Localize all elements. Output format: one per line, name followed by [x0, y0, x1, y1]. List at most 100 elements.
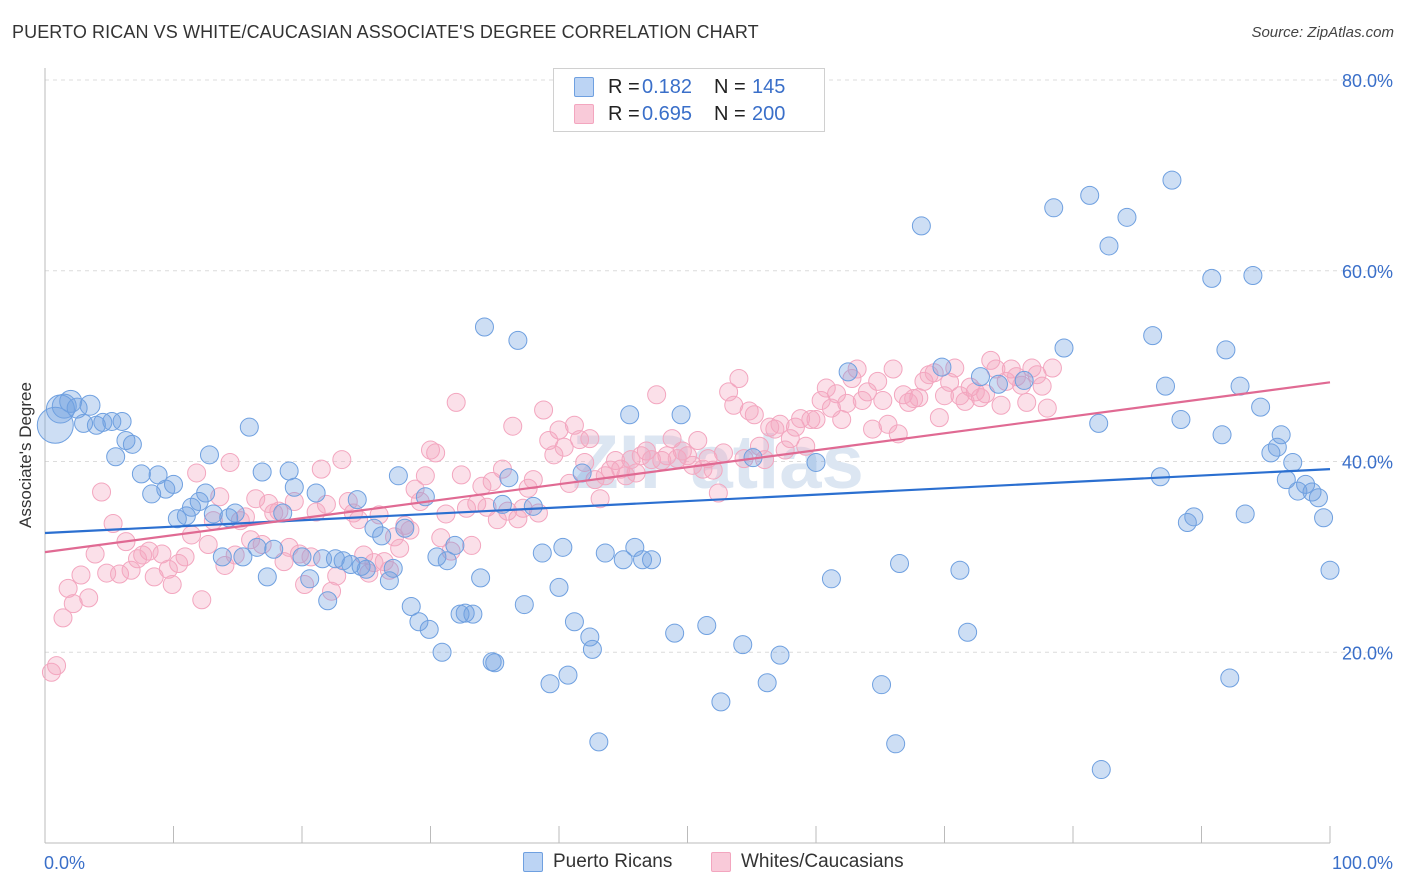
- bottom-legend-whites: Whites/Caucasians: [711, 851, 904, 873]
- data-point-whites: [729, 369, 749, 389]
- data-point-puerto-ricans: [372, 526, 392, 546]
- data-point-whites: [162, 575, 182, 595]
- data-point-puerto-ricans: [122, 434, 142, 454]
- data-point-puerto-ricans: [1267, 437, 1287, 457]
- data-point-whites: [175, 547, 195, 567]
- data-point-whites: [688, 431, 708, 451]
- x-tick-label: 0.0%: [44, 853, 85, 873]
- data-point-puerto-ricans: [1216, 340, 1236, 360]
- data-point-puerto-ricans: [595, 543, 615, 563]
- data-point-puerto-ricans: [1117, 207, 1137, 227]
- data-point-whites: [198, 534, 218, 554]
- data-point-puerto-ricans: [564, 612, 584, 632]
- data-point-puerto-ricans: [252, 462, 272, 482]
- data-point-puerto-ricans: [347, 490, 367, 510]
- data-point-puerto-ricans: [1314, 508, 1334, 528]
- data-point-puerto-ricans: [911, 216, 931, 236]
- data-point-whites: [128, 549, 148, 569]
- data-point-whites: [390, 538, 410, 558]
- data-point-puerto-ricans: [589, 732, 609, 752]
- data-point-whites: [780, 429, 800, 449]
- data-point-puerto-ricans: [131, 464, 151, 484]
- stats-legend: R = 0.182 N = 145 R = 0.695 N = 200: [553, 68, 825, 132]
- data-point-whites: [564, 415, 584, 435]
- data-point-whites: [47, 656, 67, 676]
- data-point-whites: [801, 410, 821, 430]
- data-point-whites: [354, 545, 374, 565]
- data-point-puerto-ricans: [1143, 326, 1163, 346]
- data-point-puerto-ricans: [247, 537, 267, 557]
- data-point-whites: [192, 590, 212, 610]
- trend-lines: [44, 381, 1331, 554]
- data-point-puerto-ricans: [553, 537, 573, 557]
- y-tick-label: 60.0%: [1342, 262, 1393, 282]
- data-point-puerto-ricans: [485, 653, 505, 673]
- data-point-whites: [289, 544, 309, 564]
- data-point-whites: [187, 463, 207, 483]
- legend-n-label: N =: [714, 75, 746, 98]
- data-point-puerto-ricans: [59, 389, 83, 413]
- data-point-puerto-ricans: [770, 645, 790, 665]
- data-point-puerto-ricans: [292, 547, 312, 567]
- data-point-whites: [426, 443, 446, 463]
- data-point-puerto-ricans: [1271, 425, 1291, 445]
- data-point-whites: [647, 385, 667, 405]
- data-point-whites: [739, 401, 759, 421]
- legend-row-whites: R = 0.695 N = 200: [574, 102, 785, 126]
- data-point-whites: [220, 452, 240, 472]
- data-point-puerto-ricans: [306, 483, 326, 503]
- data-point-whites: [703, 460, 723, 480]
- data-point-whites: [210, 487, 230, 507]
- data-point-whites: [53, 608, 73, 628]
- data-point-puerto-ricans: [697, 616, 717, 636]
- data-point-puerto-ricans: [580, 627, 600, 647]
- legend-n-value: 145: [752, 75, 786, 98]
- data-point-whites: [863, 419, 883, 439]
- data-point-puerto-ricans: [549, 577, 569, 597]
- data-point-puerto-ricans: [379, 571, 399, 591]
- data-point-whites: [976, 384, 996, 404]
- data-point-puerto-ricans: [437, 551, 457, 571]
- data-point-puerto-ricans: [1296, 474, 1316, 494]
- data-point-whites: [181, 525, 201, 545]
- data-point-whites: [85, 544, 105, 564]
- data-point-whites: [791, 409, 811, 429]
- data-point-whites: [832, 410, 852, 430]
- data-point-puerto-ricans: [523, 496, 543, 516]
- data-point-puerto-ricans: [642, 550, 662, 570]
- data-point-puerto-ricans: [66, 397, 88, 419]
- data-point-whites: [279, 537, 299, 557]
- data-point-whites: [41, 662, 61, 682]
- data-point-puerto-ricans: [239, 417, 259, 437]
- data-point-whites: [534, 400, 554, 420]
- data-point-whites: [415, 466, 435, 486]
- data-point-puerto-ricans: [102, 411, 122, 431]
- data-point-puerto-ricans: [532, 543, 552, 563]
- data-point-puerto-ricans: [1202, 268, 1222, 288]
- data-point-puerto-ricans: [625, 537, 645, 557]
- data-point-whites: [274, 552, 294, 572]
- data-point-puerto-ricans: [401, 596, 421, 616]
- data-point-whites: [246, 489, 266, 509]
- data-point-puerto-ricans: [419, 619, 439, 639]
- data-point-puerto-ricans: [988, 374, 1008, 394]
- data-point-whites: [940, 372, 960, 392]
- data-point-whites: [883, 359, 903, 379]
- data-point-whites: [642, 450, 662, 470]
- data-point-whites: [590, 489, 610, 509]
- data-point-puerto-ricans: [1288, 481, 1308, 501]
- bottom-legend-label: Whites/Caucasians: [741, 851, 904, 872]
- data-point-puerto-ricans: [471, 568, 491, 588]
- data-point-whites: [71, 565, 91, 585]
- data-point-whites: [451, 465, 471, 485]
- data-point-puerto-ricans: [890, 554, 910, 574]
- data-point-puerto-ricans: [181, 497, 201, 517]
- legend-r-value: 0.182: [642, 75, 693, 98]
- data-point-puerto-ricans: [1162, 170, 1182, 190]
- data-point-whites: [462, 535, 482, 555]
- data-point-whites: [284, 492, 304, 512]
- data-point-whites: [1042, 358, 1062, 378]
- data-point-puerto-ricans: [508, 330, 528, 350]
- data-point-puerto-ricans: [1320, 560, 1340, 580]
- data-point-whites: [678, 446, 697, 466]
